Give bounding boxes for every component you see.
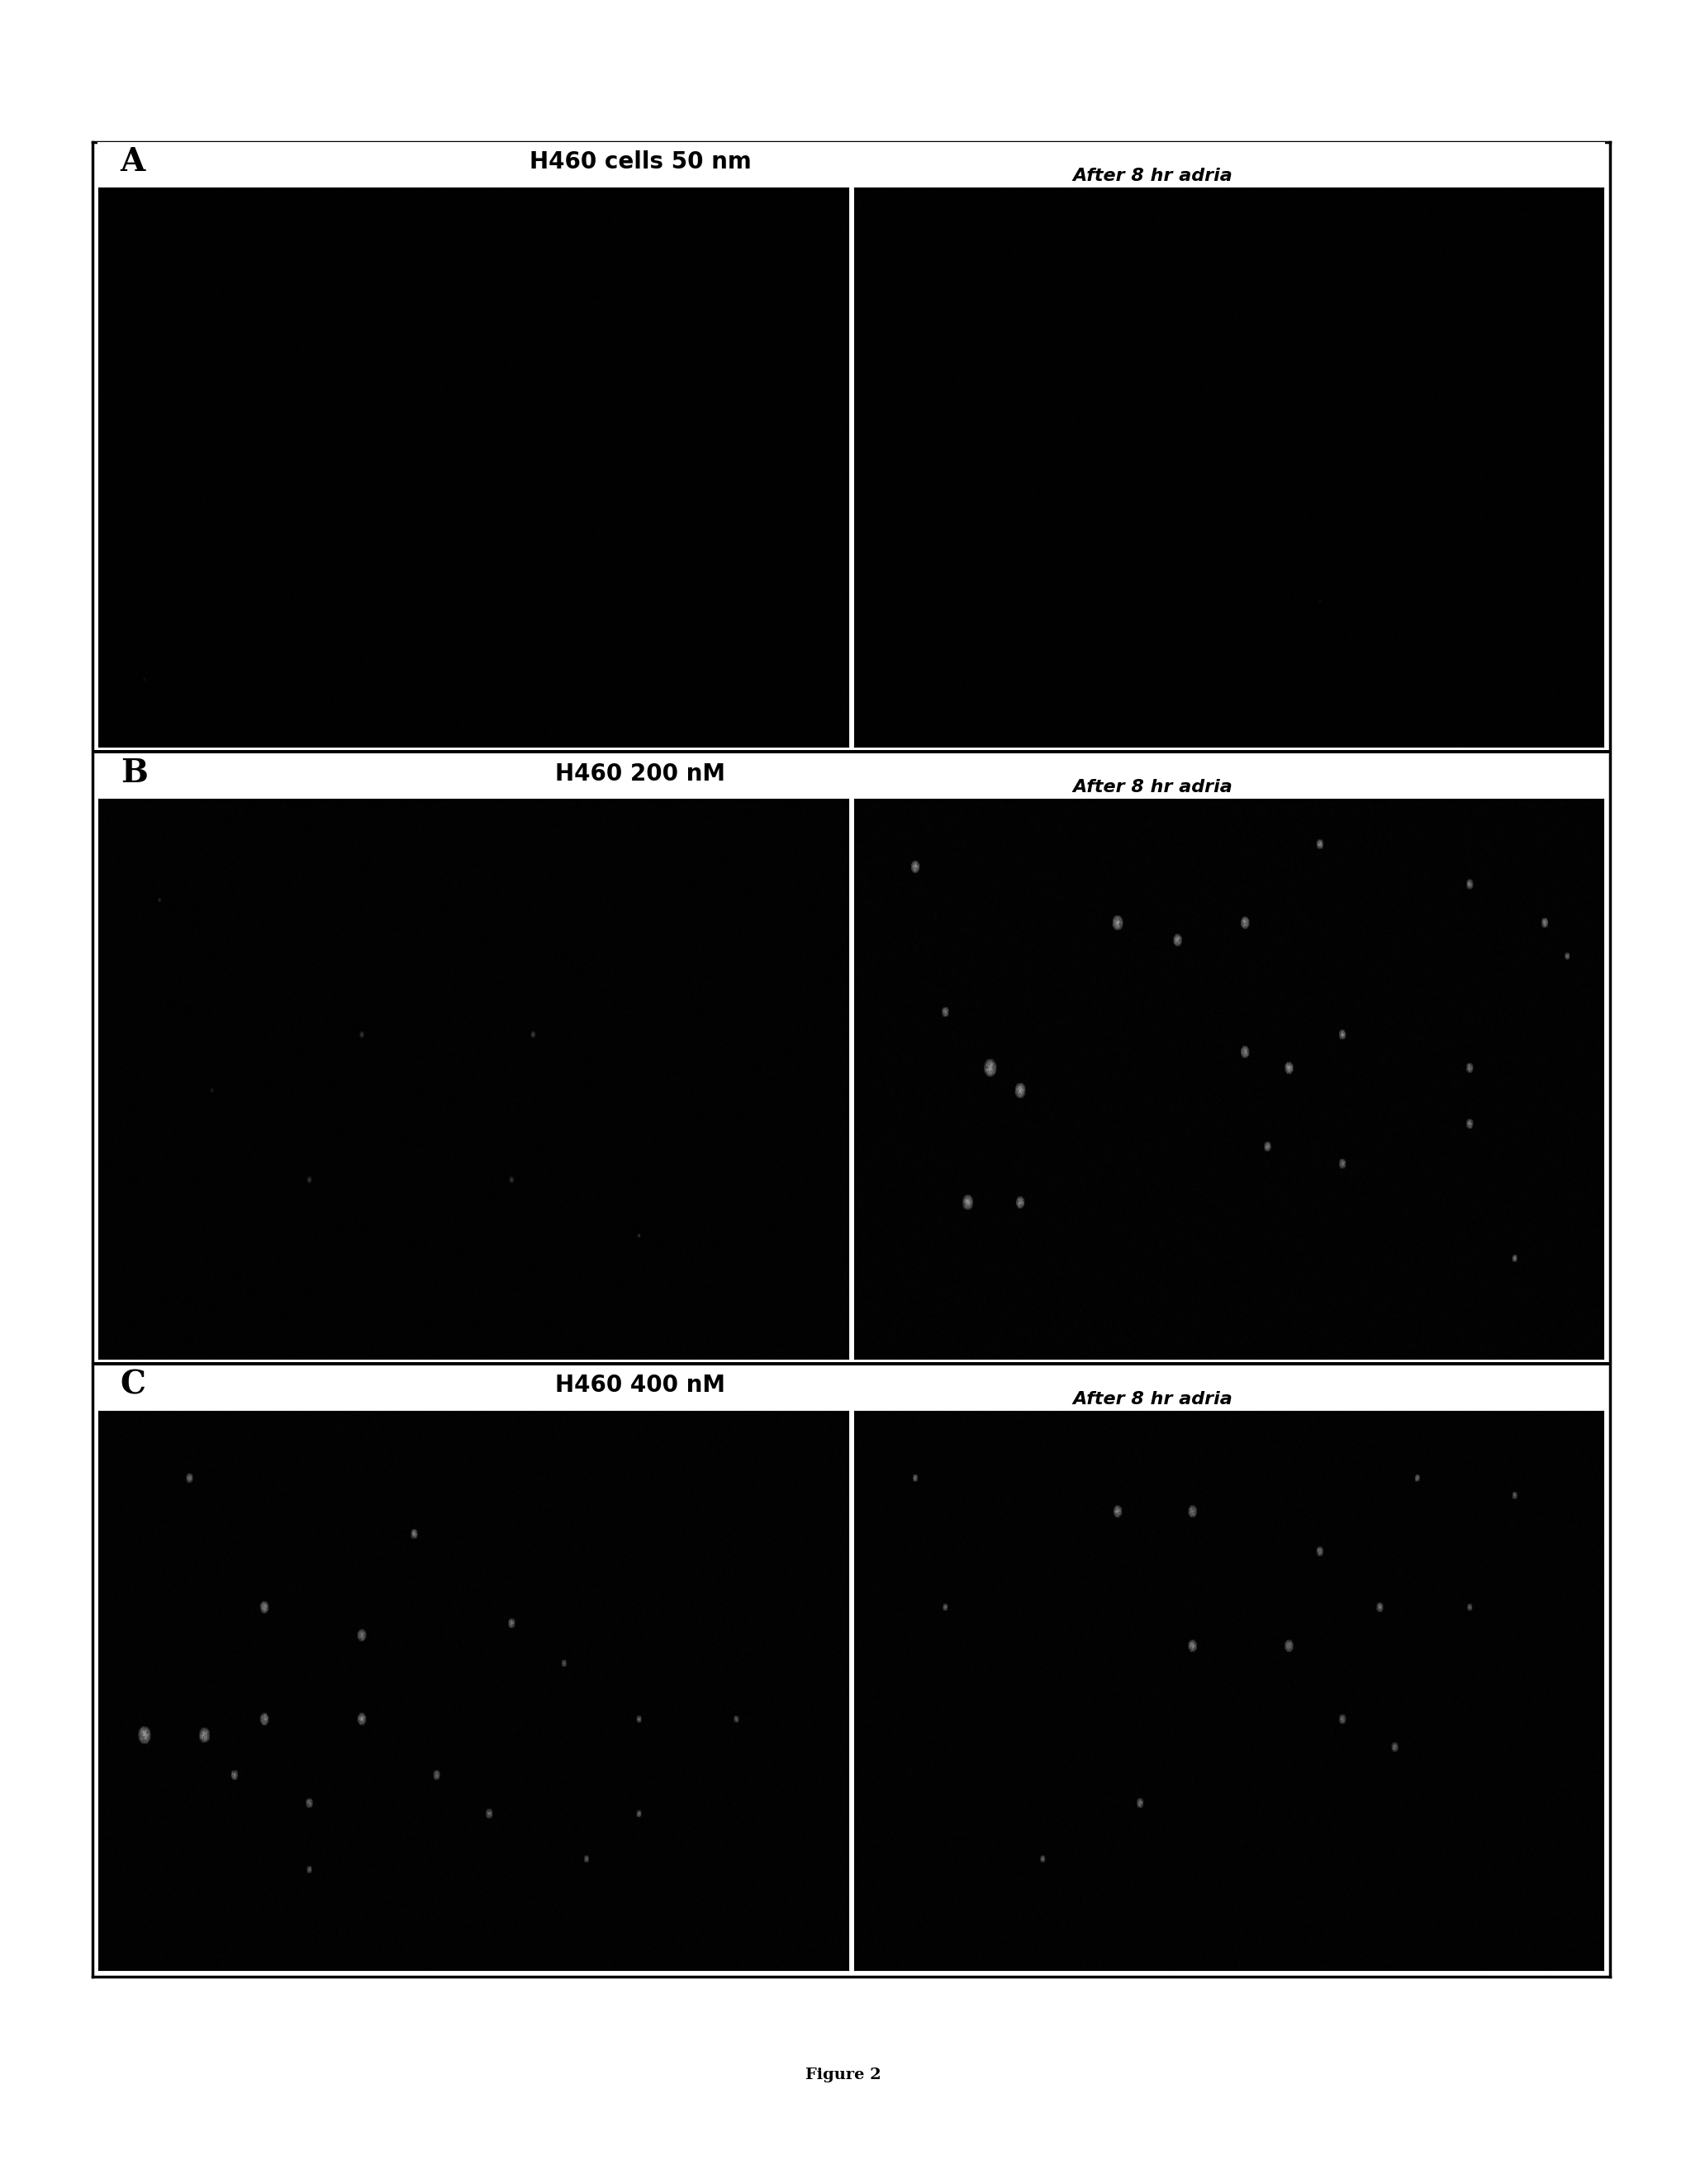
- Text: Figure 2: Figure 2: [806, 2068, 880, 2081]
- Text: H460 cells 50 nm: H460 cells 50 nm: [529, 151, 752, 175]
- Text: C: C: [120, 1369, 147, 1400]
- Text: After 8 hr adria: After 8 hr adria: [1072, 1391, 1232, 1406]
- Text: A: A: [120, 146, 145, 177]
- Text: H460 200 nM: H460 200 nM: [555, 762, 725, 786]
- Text: After 8 hr adria: After 8 hr adria: [1072, 780, 1232, 795]
- Text: After 8 hr adria: After 8 hr adria: [1072, 168, 1232, 183]
- Text: H460 400 nM: H460 400 nM: [555, 1374, 725, 1398]
- Text: B: B: [120, 758, 148, 788]
